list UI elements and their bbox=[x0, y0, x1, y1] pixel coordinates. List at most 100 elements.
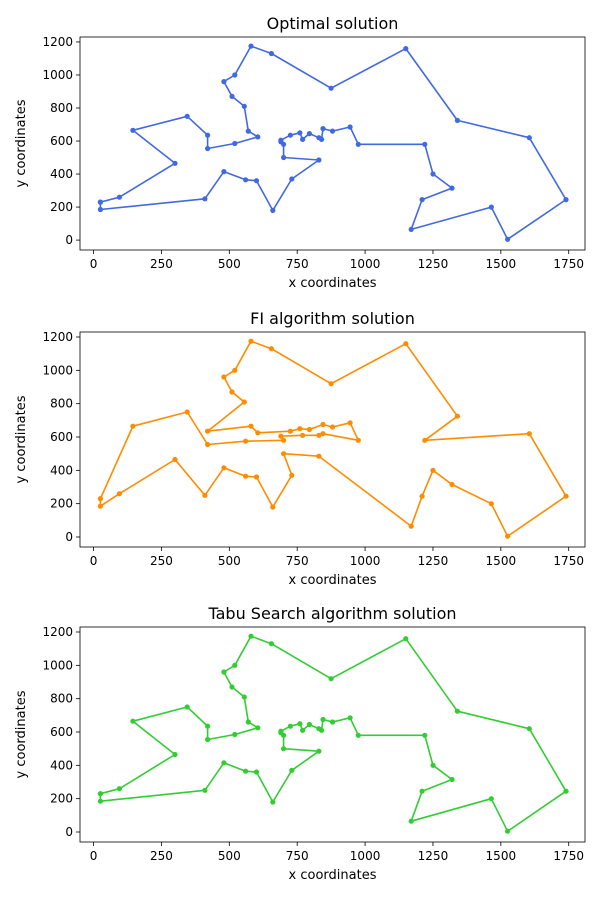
data-point bbox=[278, 433, 284, 439]
y-tick-label: 1000 bbox=[42, 363, 73, 377]
y-tick-label: 800 bbox=[50, 397, 73, 411]
y-tick-label: 400 bbox=[50, 167, 73, 181]
data-point bbox=[526, 431, 532, 437]
data-point bbox=[232, 662, 238, 668]
data-point bbox=[270, 504, 276, 510]
x-tick-label: 750 bbox=[286, 554, 309, 568]
data-point bbox=[202, 787, 208, 793]
data-point bbox=[297, 130, 303, 136]
data-point bbox=[319, 136, 325, 142]
data-point bbox=[300, 727, 306, 733]
data-point bbox=[241, 694, 247, 700]
data-point bbox=[97, 199, 103, 205]
data-point bbox=[297, 721, 303, 727]
data-point bbox=[268, 641, 274, 647]
data-point bbox=[221, 79, 227, 85]
data-point bbox=[243, 473, 249, 479]
x-tick-label: 500 bbox=[218, 554, 241, 568]
data-point bbox=[505, 828, 511, 834]
data-point bbox=[184, 113, 190, 119]
data-point bbox=[270, 207, 276, 213]
data-point bbox=[205, 441, 211, 448]
data-point bbox=[408, 226, 414, 232]
data-point bbox=[232, 140, 238, 147]
data-point bbox=[278, 728, 284, 734]
y-tick-label: 400 bbox=[50, 758, 73, 772]
x-tick-label: 0 bbox=[90, 849, 98, 863]
data-point bbox=[328, 85, 334, 91]
x-tick-label: 750 bbox=[286, 849, 309, 863]
data-point bbox=[268, 50, 274, 57]
data-point bbox=[563, 197, 569, 203]
y-tick-label: 600 bbox=[50, 430, 73, 444]
data-point bbox=[253, 769, 260, 775]
data-point bbox=[205, 723, 211, 729]
data-point bbox=[403, 46, 409, 52]
data-point bbox=[422, 141, 428, 147]
data-point bbox=[243, 768, 249, 774]
x-axis-label: x coordinates bbox=[289, 573, 377, 588]
data-point bbox=[347, 124, 353, 130]
chart-title: Optimal solution bbox=[267, 14, 399, 33]
data-point bbox=[253, 178, 260, 184]
data-point bbox=[488, 796, 494, 802]
data-point bbox=[281, 437, 287, 443]
x-tick-label: 250 bbox=[150, 554, 173, 568]
data-point bbox=[449, 481, 455, 488]
data-point bbox=[255, 725, 261, 731]
x-tick-label: 1500 bbox=[486, 554, 517, 568]
data-point bbox=[232, 367, 238, 373]
x-tick-label: 1000 bbox=[350, 554, 381, 568]
data-point bbox=[221, 760, 227, 766]
y-tick-label: 600 bbox=[50, 134, 73, 148]
data-point bbox=[205, 132, 211, 138]
data-point bbox=[229, 684, 235, 690]
data-point bbox=[241, 103, 247, 109]
data-point bbox=[355, 437, 361, 443]
data-point bbox=[328, 381, 334, 387]
data-point bbox=[130, 718, 136, 724]
data-point bbox=[97, 791, 103, 797]
data-point bbox=[419, 493, 425, 499]
data-point bbox=[355, 141, 361, 147]
data-point bbox=[320, 126, 326, 132]
x-tick-label: 250 bbox=[150, 257, 173, 271]
data-point bbox=[243, 177, 249, 183]
data-point bbox=[306, 426, 312, 433]
data-point bbox=[297, 426, 303, 432]
x-tick-label: 250 bbox=[150, 849, 173, 863]
data-point bbox=[306, 721, 312, 728]
y-tick-label: 1000 bbox=[42, 658, 73, 672]
data-point bbox=[329, 424, 336, 430]
y-tick-label: 1000 bbox=[42, 68, 73, 82]
data-point bbox=[287, 132, 293, 138]
series-line bbox=[99, 635, 567, 833]
x-tick-label: 1750 bbox=[553, 257, 584, 271]
x-tick-label: 1500 bbox=[486, 257, 517, 271]
y-tick-label: 400 bbox=[50, 463, 73, 477]
data-point bbox=[205, 145, 211, 152]
data-point bbox=[281, 154, 287, 161]
data-point bbox=[403, 636, 409, 642]
data-point bbox=[221, 374, 227, 380]
y-tick-label: 1200 bbox=[42, 330, 73, 344]
y-axis-label: y coordinates bbox=[14, 99, 29, 187]
data-point bbox=[505, 236, 511, 242]
data-point bbox=[172, 751, 178, 758]
data-point bbox=[116, 491, 122, 497]
x-axis-label: x coordinates bbox=[289, 868, 377, 883]
data-point bbox=[316, 157, 322, 163]
y-tick-label: 0 bbox=[65, 825, 73, 839]
data-point bbox=[316, 748, 322, 754]
data-point bbox=[347, 715, 353, 721]
data-point bbox=[248, 633, 254, 639]
data-point bbox=[221, 465, 227, 471]
y-tick-label: 0 bbox=[65, 233, 73, 247]
data-point bbox=[268, 346, 274, 352]
data-point bbox=[287, 723, 293, 729]
data-point bbox=[430, 171, 436, 177]
y-axis-label: y coordinates bbox=[14, 395, 29, 483]
data-point bbox=[316, 432, 322, 438]
data-point bbox=[488, 204, 494, 210]
data-point bbox=[347, 420, 353, 426]
